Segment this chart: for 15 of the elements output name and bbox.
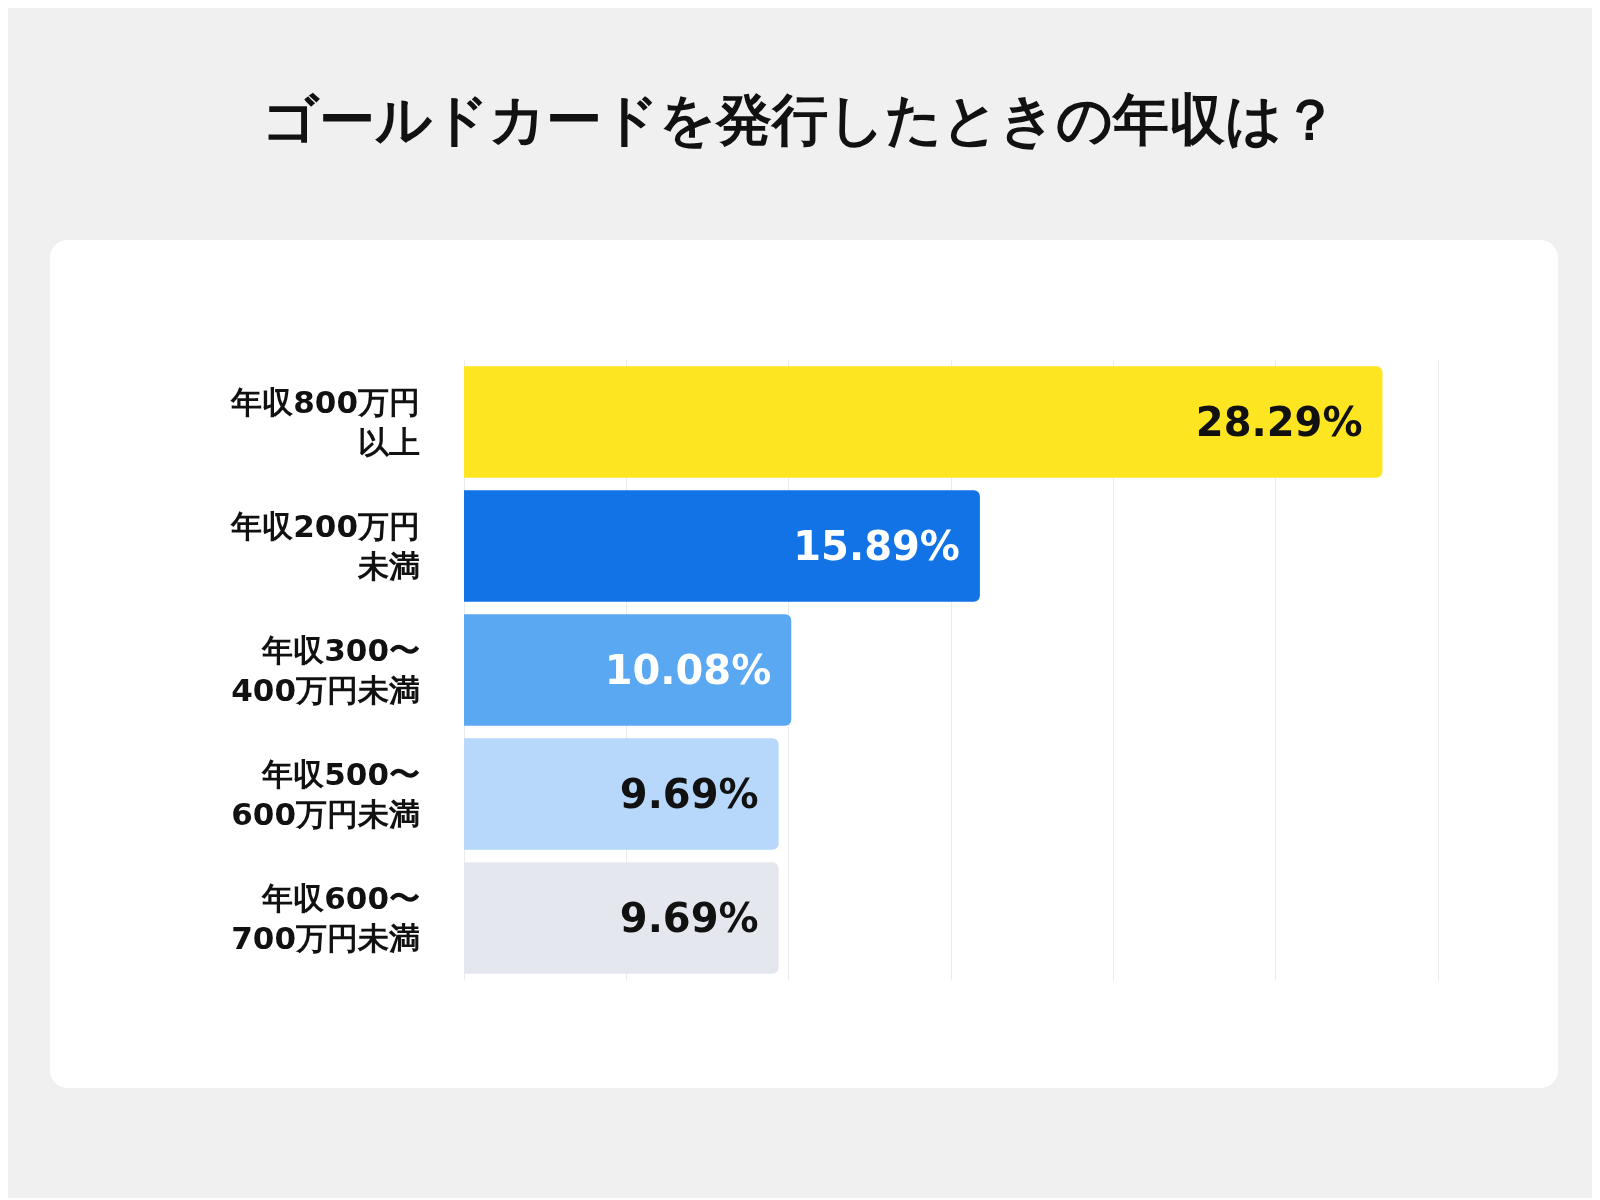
data-label: 15.89%: [793, 523, 960, 569]
y-tick-label: 年収800万円以上: [230, 384, 420, 460]
y-tick-label: 年収200万円未満: [230, 508, 420, 584]
data-label: 10.08%: [604, 647, 772, 693]
bar: [464, 366, 1383, 478]
chart-title: ゴールドカードを発行したときの年収は？: [262, 86, 1338, 152]
y-tick-label: 年収500〜600万円未満: [231, 756, 420, 832]
data-label: 9.69%: [619, 771, 759, 817]
data-label: 28.29%: [1195, 399, 1363, 445]
bar: [464, 614, 792, 726]
y-tick-label: 年収600〜700万円未満: [231, 880, 420, 956]
bar: [464, 490, 980, 602]
bar: [464, 738, 779, 850]
y-tick-label: 年収300〜400万円未満: [231, 632, 420, 708]
data-label: 9.69%: [619, 895, 759, 941]
